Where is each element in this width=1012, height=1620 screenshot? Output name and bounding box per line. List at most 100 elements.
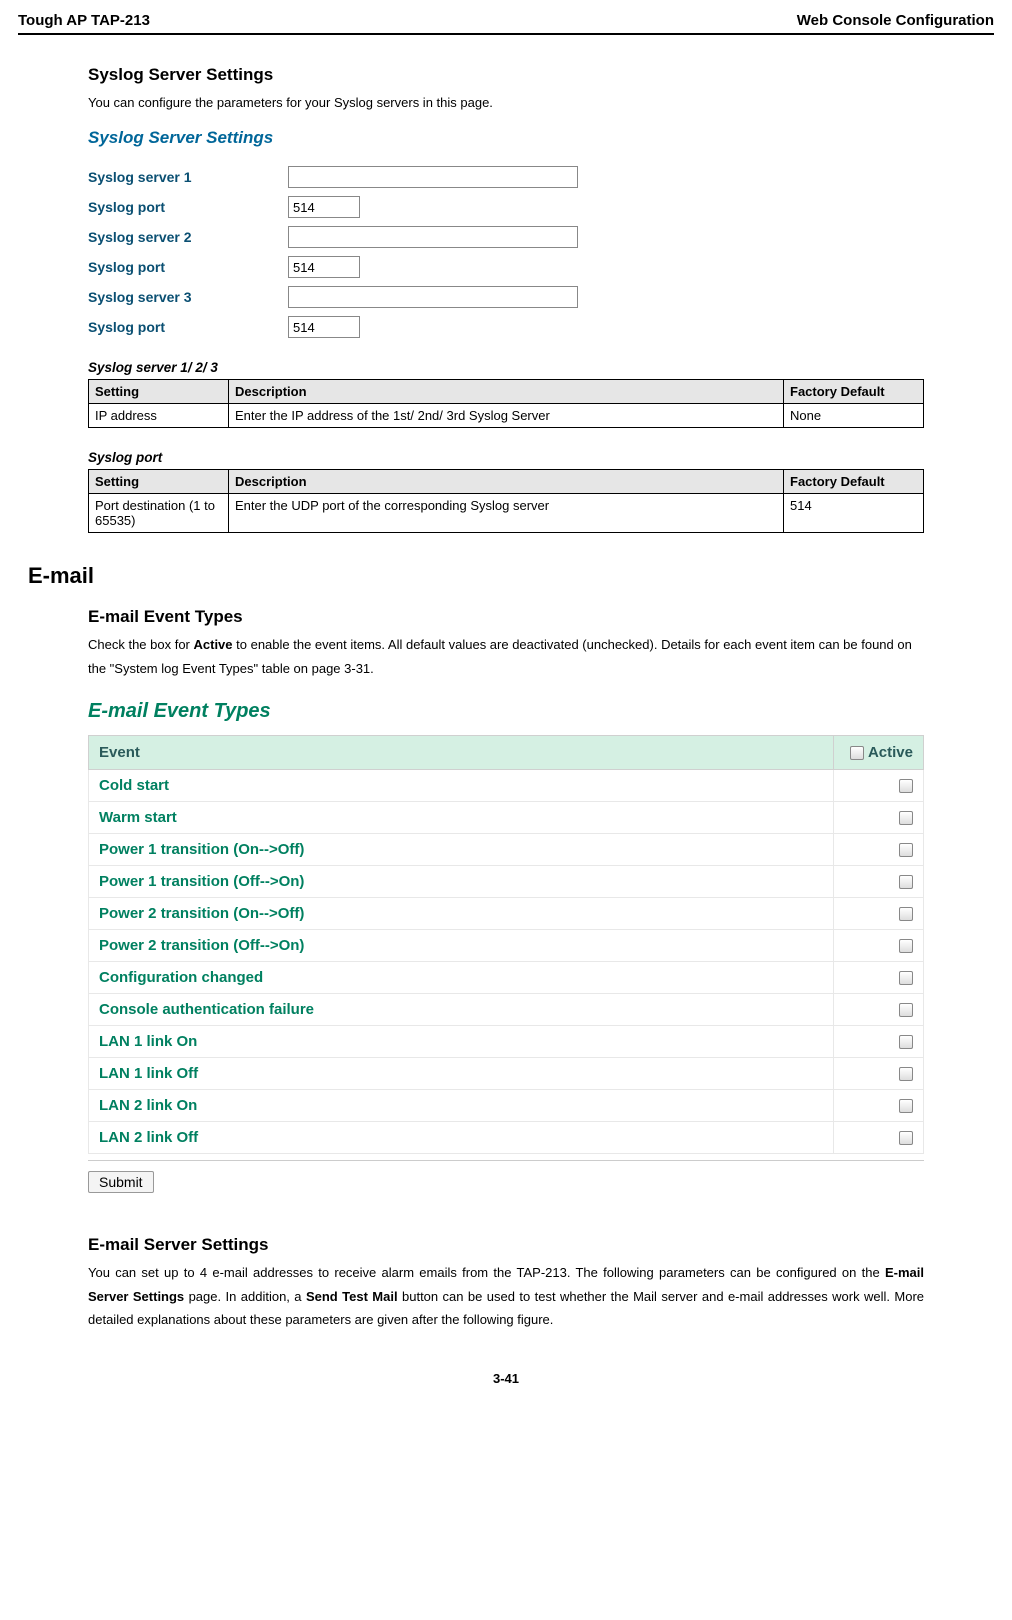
syslog-intro: You can configure the parameters for you… <box>88 91 924 114</box>
event-checkbox[interactable] <box>899 1035 913 1049</box>
event-name: Power 2 transition (Off-->On) <box>89 930 834 962</box>
syslog-form-row: Syslog port <box>88 196 924 218</box>
event-checkbox[interactable] <box>899 875 913 889</box>
active-label: Active <box>868 744 913 761</box>
syslog-server-input[interactable] <box>288 226 578 248</box>
event-checkbox-cell <box>834 898 924 930</box>
t2-h-default: Factory Default <box>784 470 924 494</box>
syslog-form-row: Syslog server 3 <box>88 286 924 308</box>
event-checkbox-cell <box>834 1058 924 1090</box>
t1-h-default: Factory Default <box>784 380 924 404</box>
active-all-checkbox[interactable] <box>850 746 864 760</box>
es-pre: You can set up to 4 e-mail addresses to … <box>88 1265 885 1280</box>
event-row: LAN 2 link Off <box>89 1122 924 1154</box>
event-checkbox-cell <box>834 1026 924 1058</box>
divider <box>88 1160 924 1161</box>
syslog-panel-title: Syslog Server Settings <box>88 128 924 148</box>
syslog-port-input[interactable] <box>288 256 360 278</box>
table1-caption: Syslog server 1/ 2/ 3 <box>88 360 924 375</box>
event-checkbox[interactable] <box>899 971 913 985</box>
syslog-label: Syslog server 2 <box>88 229 288 245</box>
ev-col-event: Event <box>89 736 834 770</box>
syslog-label: Syslog server 3 <box>88 289 288 305</box>
event-checkbox[interactable] <box>899 1067 913 1081</box>
syslog-label: Syslog port <box>88 259 288 275</box>
event-name: Cold start <box>89 770 834 802</box>
page-number: 3-41 <box>18 1371 994 1386</box>
event-checkbox-cell <box>834 834 924 866</box>
syslog-port-input[interactable] <box>288 316 360 338</box>
syslog-label: Syslog port <box>88 319 288 335</box>
event-row: LAN 1 link Off <box>89 1058 924 1090</box>
event-checkbox-cell <box>834 866 924 898</box>
email-event-table: Event Active Cold startWarm startPower 1… <box>88 735 924 1154</box>
event-row: Power 1 transition (On-->Off) <box>89 834 924 866</box>
event-checkbox[interactable] <box>899 843 913 857</box>
event-name: Power 2 transition (On-->Off) <box>89 898 834 930</box>
event-row: Console authentication failure <box>89 994 924 1026</box>
syslog-port-input[interactable] <box>288 196 360 218</box>
syslog-label: Syslog port <box>88 199 288 215</box>
event-name: Power 1 transition (On-->Off) <box>89 834 834 866</box>
syslog-form-row: Syslog server 2 <box>88 226 924 248</box>
intro-bold: Active <box>194 637 233 652</box>
syslog-form-row: Syslog port <box>88 316 924 338</box>
event-checkbox[interactable] <box>899 1131 913 1145</box>
event-checkbox-cell <box>834 994 924 1026</box>
event-name: LAN 2 link Off <box>89 1122 834 1154</box>
syslog-server-table: Setting Description Factory Default IP a… <box>88 379 924 428</box>
es-b2: Send Test Mail <box>306 1289 398 1304</box>
table2-caption: Syslog port <box>88 450 924 465</box>
event-row: Power 1 transition (Off-->On) <box>89 866 924 898</box>
event-checkbox-cell <box>834 962 924 994</box>
email-server-heading: E-mail Server Settings <box>88 1235 924 1255</box>
t2-desc: Enter the UDP port of the corresponding … <box>229 494 784 533</box>
event-name: Console authentication failure <box>89 994 834 1026</box>
event-checkbox[interactable] <box>899 939 913 953</box>
event-row: Cold start <box>89 770 924 802</box>
event-name: Warm start <box>89 802 834 834</box>
event-row: LAN 1 link On <box>89 1026 924 1058</box>
syslog-server-input[interactable] <box>288 286 578 308</box>
event-checkbox[interactable] <box>899 811 913 825</box>
intro-pre: Check the box for <box>88 637 194 652</box>
event-checkbox[interactable] <box>899 779 913 793</box>
t1-default: None <box>784 404 924 428</box>
ev-col-active: Active <box>834 736 924 770</box>
email-event-intro: Check the box for Active to enable the e… <box>88 633 924 680</box>
t1-h-desc: Description <box>229 380 784 404</box>
syslog-form-row: Syslog server 1 <box>88 166 924 188</box>
email-event-panel: E-mail Event Types Event Active Cold sta… <box>88 700 924 1193</box>
event-checkbox-cell <box>834 1122 924 1154</box>
t1-setting: IP address <box>89 404 229 428</box>
event-checkbox-cell <box>834 1090 924 1122</box>
event-row: LAN 2 link On <box>89 1090 924 1122</box>
event-checkbox-cell <box>834 802 924 834</box>
event-checkbox-cell <box>834 770 924 802</box>
es-mid: page. In addition, a <box>184 1289 306 1304</box>
event-name: LAN 1 link Off <box>89 1058 834 1090</box>
submit-button[interactable]: Submit <box>88 1171 154 1193</box>
t1-desc: Enter the IP address of the 1st/ 2nd/ 3r… <box>229 404 784 428</box>
email-section-heading: E-mail <box>28 563 924 589</box>
email-server-intro: You can set up to 4 e-mail addresses to … <box>88 1261 924 1331</box>
event-name: Configuration changed <box>89 962 834 994</box>
event-name: LAN 2 link On <box>89 1090 834 1122</box>
event-checkbox[interactable] <box>899 907 913 921</box>
syslog-settings-heading: Syslog Server Settings <box>88 65 924 85</box>
event-name: LAN 1 link On <box>89 1026 834 1058</box>
event-name: Power 1 transition (Off-->On) <box>89 866 834 898</box>
event-row: Power 2 transition (Off-->On) <box>89 930 924 962</box>
t2-h-desc: Description <box>229 470 784 494</box>
t2-h-setting: Setting <box>89 470 229 494</box>
event-row: Power 2 transition (On-->Off) <box>89 898 924 930</box>
event-row: Warm start <box>89 802 924 834</box>
t1-h-setting: Setting <box>89 380 229 404</box>
syslog-server-input[interactable] <box>288 166 578 188</box>
syslog-panel: Syslog Server Settings Syslog server 1 Sy… <box>88 128 924 338</box>
t2-default: 514 <box>784 494 924 533</box>
syslog-form-row: Syslog port <box>88 256 924 278</box>
header-left: Tough AP TAP-213 <box>18 12 150 29</box>
event-checkbox[interactable] <box>899 1003 913 1017</box>
event-checkbox[interactable] <box>899 1099 913 1113</box>
